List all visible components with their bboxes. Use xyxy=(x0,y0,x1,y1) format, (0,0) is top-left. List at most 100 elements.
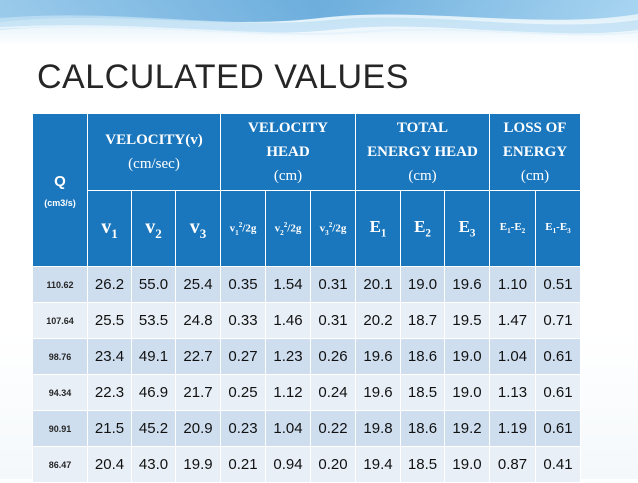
table-row: 107.64 25.5 53.5 24.8 0.33 1.46 0.31 20.2 18.7 19… xyxy=(32,302,581,339)
value-cell: 55.0 xyxy=(131,266,176,303)
group-header-loss-of-energy: LOSS OF ENERGY (cm) xyxy=(489,113,581,191)
flow-rate-cell: 110.62 xyxy=(32,266,88,303)
subheader-subscript: 3 xyxy=(325,228,329,237)
subheader-superscript: 2 xyxy=(328,220,333,229)
subheader-minus-symbol: -E xyxy=(510,221,522,234)
value-cell: 0.33 xyxy=(220,302,266,339)
value-cell: 0.41 xyxy=(535,446,581,483)
value-cell: 1.10 xyxy=(489,266,536,303)
subheader-cell: E1-E3 xyxy=(535,190,581,267)
subheader-subscript: 1 xyxy=(552,227,557,236)
table-row: 90.91 21.5 45.2 20.9 0.23 1.04 0.22 19.8 18.6 19.… xyxy=(32,410,581,447)
value-cell: 1.47 xyxy=(489,302,536,339)
value-cell: 1.12 xyxy=(265,374,311,411)
value-cell: 1.19 xyxy=(489,410,536,447)
subheader-symbol: E xyxy=(545,221,553,234)
value-cell: 0.71 xyxy=(535,302,581,339)
value-cell: 26.2 xyxy=(87,266,132,303)
decorative-wave-band xyxy=(0,0,638,46)
value-cell: 24.8 xyxy=(175,302,221,339)
table-row: 86.47 20.4 43.0 19.9 0.21 0.94 0.20 19.4 18.5 19.… xyxy=(32,446,581,483)
value-cell: 45.2 xyxy=(131,410,176,447)
subheader-superscript: 2 xyxy=(238,220,243,229)
value-cell: 19.0 xyxy=(444,446,490,483)
value-cell: 18.5 xyxy=(400,374,445,411)
value-cell: 19.6 xyxy=(444,266,490,303)
value-cell: 0.61 xyxy=(535,374,581,411)
flow-rate-cell: 90.91 xyxy=(32,410,88,447)
value-cell: 0.20 xyxy=(310,446,356,483)
subheader-cell: E1 xyxy=(355,190,401,267)
value-cell: 1.04 xyxy=(265,410,311,447)
group-header-velocity: VELOCITY(v) (cm/sec) xyxy=(87,113,221,191)
subheader-subscript: 1 xyxy=(235,228,239,237)
calculated-values-table: Q (cm3/s) VELOCITY(v) (cm/sec) VELOCITY … xyxy=(32,113,581,483)
subheader-cell: v32/2g xyxy=(310,190,356,267)
value-cell: 0.31 xyxy=(310,266,356,303)
value-cell: 53.5 xyxy=(131,302,176,339)
group-header-total-energy-head: TOTAL ENERGY HEAD (cm) xyxy=(355,113,490,191)
group-unit: (cm) xyxy=(408,168,437,184)
value-cell: 1.46 xyxy=(265,302,311,339)
value-cell: 21.7 xyxy=(175,374,221,411)
value-cell: 18.6 xyxy=(400,338,445,375)
subheader-subscript: 2 xyxy=(280,228,284,237)
subheader-row: v1 v2 v3 v12/2g v22/2g v32/2g E1 E2 E3 E1-E2 E1-E3 xyxy=(33,190,581,267)
value-cell: 19.6 xyxy=(355,374,401,411)
subheader-cell: E1-E2 xyxy=(489,190,536,267)
group-title-line-2: ENERGY HEAD xyxy=(367,144,478,160)
value-cell: 43.0 xyxy=(131,446,176,483)
value-cell: 19.0 xyxy=(444,374,490,411)
value-cell: 19.0 xyxy=(400,266,445,303)
group-unit: (cm) xyxy=(520,168,550,184)
subheader-symbol: E xyxy=(499,221,508,234)
value-cell: 0.25 xyxy=(220,374,266,411)
value-cell: 1.13 xyxy=(489,374,536,411)
subheader-symbol: v xyxy=(274,222,281,235)
subheader-subscript: 2 xyxy=(155,225,162,241)
subheader-cell: v22/2g xyxy=(265,190,311,267)
table-body: 110.62 26.2 55.0 25.4 0.35 1.54 0.31 20.1 19.0 19… xyxy=(32,266,581,483)
flow-rate-cell: 86.47 xyxy=(32,446,88,483)
value-cell: 25.5 xyxy=(87,302,132,339)
subheader-subscript: 3 xyxy=(469,227,476,240)
table-row: 110.62 26.2 55.0 25.4 0.35 1.54 0.31 20.1 19.0 19… xyxy=(32,266,581,303)
group-unit: (cm/sec) xyxy=(128,156,180,172)
subheader-subscript: 1 xyxy=(111,225,118,241)
group-title-line-1: TOTAL xyxy=(396,120,449,136)
flow-rate-cell: 107.64 xyxy=(32,302,88,339)
value-cell: 0.35 xyxy=(220,266,266,303)
value-cell: 0.21 xyxy=(220,446,266,483)
value-cell: 21.5 xyxy=(87,410,132,447)
group-title-line-1: LOSS OF xyxy=(503,120,567,136)
subheader-cell: v3 xyxy=(175,190,221,267)
subheader-symbol: v xyxy=(229,222,236,235)
value-cell: 19.0 xyxy=(444,338,490,375)
value-cell: 0.26 xyxy=(310,338,356,375)
value-cell: 1.04 xyxy=(489,338,536,375)
subheader-cell: v12/2g xyxy=(220,190,266,267)
subheader-cell: E2 xyxy=(400,190,445,267)
group-title-line-2: HEAD xyxy=(266,144,310,160)
subheader-subscript: 3 xyxy=(567,227,571,236)
subheader-subscript: 2 xyxy=(521,227,526,236)
subheader-subscript: 2 xyxy=(425,227,431,240)
value-cell: 18.7 xyxy=(400,302,445,339)
subheader-symbol: v xyxy=(145,215,156,238)
subheader-superscript: 2 xyxy=(283,220,288,229)
value-cell: 18.5 xyxy=(400,446,445,483)
value-cell: 19.9 xyxy=(175,446,221,483)
value-cell: 0.61 xyxy=(535,410,581,447)
value-cell: 22.3 xyxy=(87,374,132,411)
value-cell: 19.2 xyxy=(444,410,490,447)
value-cell: 0.23 xyxy=(220,410,266,447)
subheader-symbol: v xyxy=(101,215,112,238)
subheader-symbol: E xyxy=(369,217,381,237)
subheader-subscript: 1 xyxy=(380,227,387,240)
value-cell: 1.54 xyxy=(265,266,311,303)
value-cell: 18.6 xyxy=(400,410,445,447)
subheader-cell: v2 xyxy=(131,190,176,267)
group-title-line-2: ENERGY xyxy=(502,144,568,160)
value-cell: 0.27 xyxy=(220,338,266,375)
subheader-symbol: E xyxy=(458,217,470,237)
